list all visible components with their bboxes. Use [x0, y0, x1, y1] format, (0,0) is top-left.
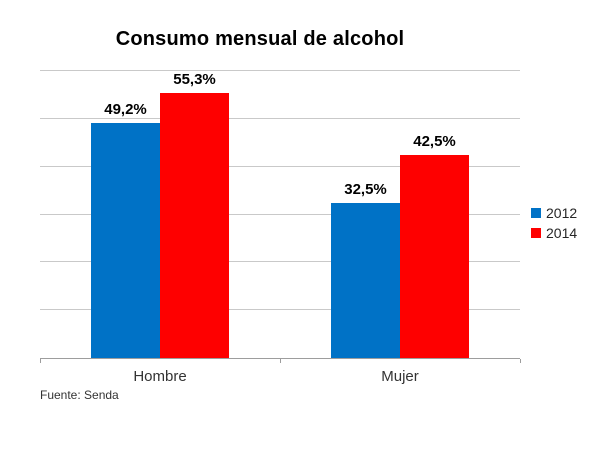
x-axis-labels: Hombre Mujer: [40, 368, 520, 385]
plot-area: 49,2% 55,3% 32,5% 42,5%: [40, 70, 521, 363]
bar-value-label: 42,5%: [413, 132, 456, 150]
legend-item-2012: 2012: [531, 203, 577, 223]
bars: 49,2% 55,3% 32,5% 42,5%: [40, 71, 520, 358]
category-group-mujer: 32,5% 42,5%: [280, 71, 520, 358]
gridline-20: [40, 261, 520, 263]
gridline-60: [40, 70, 520, 71]
bar-2012-hombre: 49,2%: [91, 101, 160, 358]
legend-label: 2014: [546, 225, 578, 241]
category-label-hombre: Hombre: [133, 368, 187, 385]
bar-2014-hombre: 55,3%: [160, 71, 229, 358]
bar-value-label: 55,3%: [173, 71, 216, 89]
gridline-10: [40, 309, 520, 311]
axis-tick: [520, 359, 521, 363]
gridline-40: [40, 165, 520, 167]
bar-2012-mujer: 32,5%: [331, 181, 400, 358]
bar-value-label: 49,2%: [104, 100, 147, 118]
category-label-mujer: Mujer: [381, 368, 419, 385]
bar-value-label: 32,5%: [344, 180, 387, 198]
legend: 2012 2014: [531, 203, 577, 243]
axis-tick: [40, 359, 41, 363]
legend-swatch-2012: [531, 208, 541, 218]
legend-item-2014: 2014: [531, 223, 577, 243]
source-note: Fuente: Senda: [40, 388, 119, 402]
gridline-30: [40, 213, 520, 215]
chart-title: Consumo mensual de alcohol: [115, 28, 405, 50]
legend-label: 2012: [546, 205, 578, 221]
gridline-50: [40, 117, 520, 119]
legend-swatch-2014: [531, 228, 541, 238]
category-group-hombre: 49,2% 55,3%: [40, 71, 280, 358]
bar-2014-mujer: 42,5%: [400, 133, 469, 358]
axis-tick: [280, 359, 281, 363]
